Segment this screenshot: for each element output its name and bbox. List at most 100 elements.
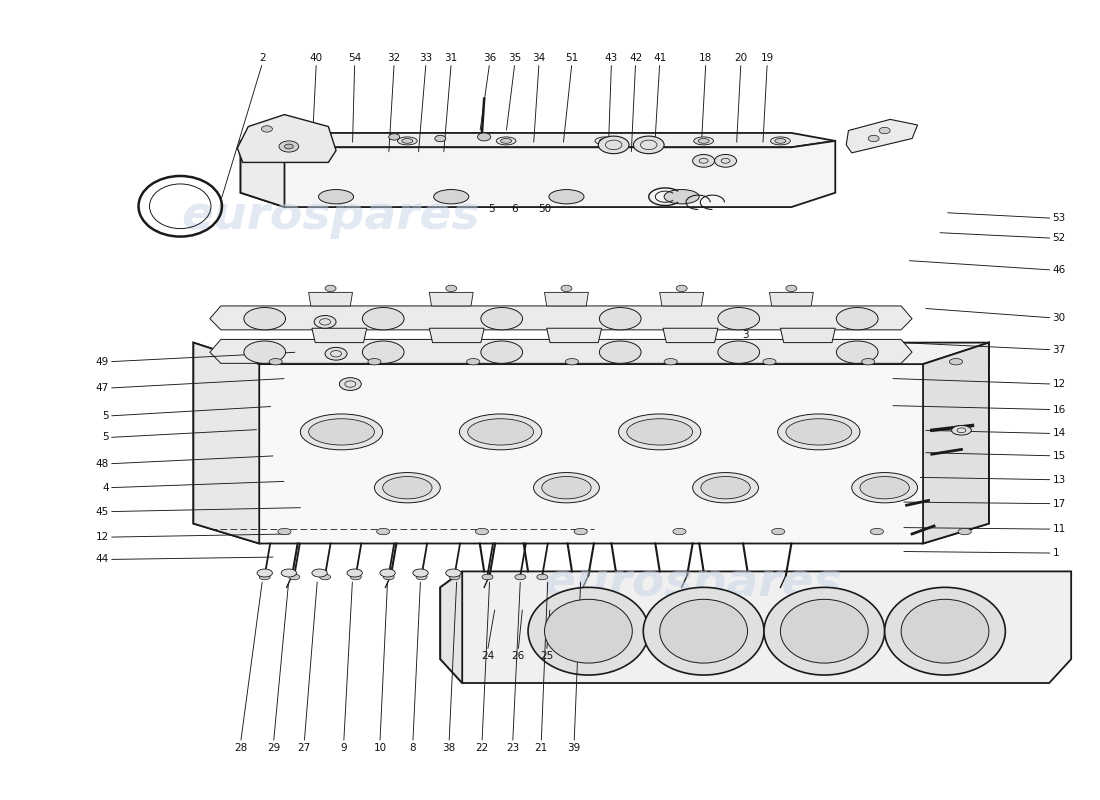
Text: 47: 47: [96, 383, 109, 393]
Ellipse shape: [542, 477, 591, 499]
Text: 24: 24: [481, 651, 494, 661]
Ellipse shape: [868, 135, 879, 142]
Ellipse shape: [262, 126, 273, 132]
Text: 14: 14: [1053, 429, 1066, 438]
Ellipse shape: [362, 307, 404, 330]
Text: eurospares: eurospares: [182, 194, 480, 239]
Ellipse shape: [836, 307, 878, 330]
Ellipse shape: [350, 574, 361, 580]
Ellipse shape: [278, 528, 292, 534]
Ellipse shape: [362, 341, 404, 363]
Text: 39: 39: [568, 743, 581, 753]
Text: 31: 31: [444, 53, 458, 62]
Text: 26: 26: [512, 651, 525, 661]
Ellipse shape: [282, 569, 297, 577]
Text: 40: 40: [310, 53, 323, 62]
Ellipse shape: [326, 347, 346, 360]
Ellipse shape: [785, 285, 796, 291]
Polygon shape: [210, 306, 912, 330]
Ellipse shape: [549, 190, 584, 204]
Text: 15: 15: [1053, 451, 1066, 461]
Text: 5: 5: [488, 204, 495, 214]
Text: 43: 43: [605, 53, 618, 62]
Text: 1: 1: [1053, 548, 1059, 558]
Ellipse shape: [574, 528, 587, 534]
Polygon shape: [769, 292, 813, 306]
Polygon shape: [241, 141, 835, 207]
Text: 36: 36: [483, 53, 496, 62]
Circle shape: [544, 599, 632, 663]
Ellipse shape: [433, 190, 469, 204]
Text: 52: 52: [1053, 233, 1066, 243]
Ellipse shape: [600, 307, 641, 330]
Ellipse shape: [482, 574, 493, 580]
Text: 28: 28: [234, 743, 248, 753]
Ellipse shape: [774, 138, 785, 143]
Text: 11: 11: [1053, 524, 1066, 534]
Ellipse shape: [346, 569, 362, 577]
Text: 12: 12: [96, 532, 109, 542]
Ellipse shape: [412, 569, 428, 577]
Ellipse shape: [309, 418, 374, 445]
Text: 54: 54: [348, 53, 361, 62]
Ellipse shape: [860, 477, 910, 499]
Circle shape: [644, 587, 764, 675]
Ellipse shape: [515, 574, 526, 580]
Text: 50: 50: [538, 204, 551, 214]
Ellipse shape: [500, 138, 512, 143]
Text: 2: 2: [260, 53, 266, 62]
Ellipse shape: [289, 574, 300, 580]
Polygon shape: [429, 328, 484, 342]
Ellipse shape: [468, 418, 534, 445]
Text: 42: 42: [629, 53, 642, 62]
Text: 4: 4: [102, 482, 109, 493]
Ellipse shape: [244, 341, 286, 363]
Ellipse shape: [537, 574, 548, 580]
Text: 10: 10: [373, 743, 386, 753]
Circle shape: [660, 599, 748, 663]
Text: 19: 19: [760, 53, 774, 62]
Ellipse shape: [244, 307, 286, 330]
Ellipse shape: [693, 154, 715, 167]
Text: 25: 25: [540, 651, 553, 661]
Ellipse shape: [270, 358, 283, 365]
Ellipse shape: [534, 473, 600, 503]
Ellipse shape: [595, 137, 615, 145]
Polygon shape: [440, 571, 1071, 683]
Ellipse shape: [300, 414, 383, 450]
Ellipse shape: [693, 473, 759, 503]
Ellipse shape: [958, 528, 971, 534]
Text: 34: 34: [532, 53, 546, 62]
Ellipse shape: [388, 134, 399, 140]
Ellipse shape: [376, 528, 389, 534]
Polygon shape: [194, 342, 260, 543]
Text: 53: 53: [1053, 214, 1066, 223]
Ellipse shape: [279, 141, 299, 152]
Ellipse shape: [257, 569, 273, 577]
Ellipse shape: [416, 574, 427, 580]
Ellipse shape: [315, 315, 336, 328]
Ellipse shape: [367, 358, 381, 365]
Ellipse shape: [477, 133, 491, 141]
Ellipse shape: [952, 426, 971, 435]
Ellipse shape: [446, 569, 461, 577]
Text: 20: 20: [735, 53, 748, 62]
Circle shape: [764, 587, 884, 675]
Ellipse shape: [312, 569, 328, 577]
Polygon shape: [547, 328, 602, 342]
Ellipse shape: [339, 378, 361, 390]
Text: 22: 22: [475, 743, 488, 753]
Text: 3: 3: [742, 330, 749, 340]
Ellipse shape: [466, 358, 480, 365]
Ellipse shape: [434, 135, 446, 142]
Text: 44: 44: [96, 554, 109, 565]
Text: 27: 27: [298, 743, 311, 753]
Polygon shape: [194, 342, 989, 543]
Ellipse shape: [870, 528, 883, 534]
Circle shape: [528, 587, 649, 675]
Text: 30: 30: [1053, 313, 1066, 323]
Polygon shape: [663, 328, 718, 342]
Ellipse shape: [460, 414, 542, 450]
Ellipse shape: [260, 574, 271, 580]
Polygon shape: [194, 342, 989, 384]
